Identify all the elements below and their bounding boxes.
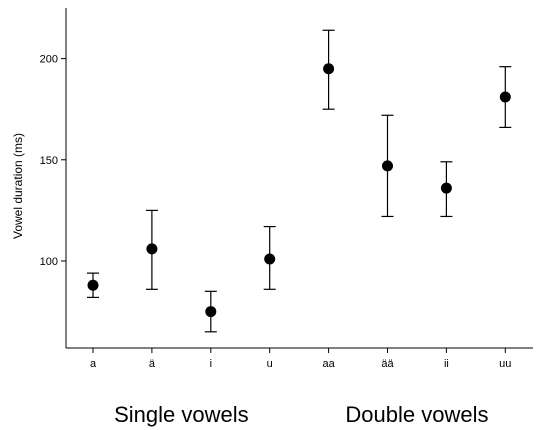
data-point (499, 91, 511, 103)
data-point (146, 243, 158, 255)
data-marks (87, 29, 512, 333)
group-label: Double vowels (345, 402, 488, 427)
data-point (323, 63, 335, 75)
x-tick-label: ii (444, 358, 449, 370)
data-point (87, 279, 99, 291)
group-label: Single vowels (114, 402, 249, 427)
data-point (205, 306, 217, 318)
y-tick-label: 150 (40, 155, 58, 167)
x-tick-label: a (90, 358, 97, 370)
data-point (264, 253, 276, 265)
x-tick-label: ää (381, 358, 394, 370)
group-labels: Single vowels Double vowels (114, 402, 488, 427)
x-tick-label: ä (149, 358, 156, 370)
data-point (440, 182, 452, 194)
x-tick-label: uu (499, 358, 511, 370)
y-tick-label: 100 (40, 256, 58, 268)
x-tick-label: aa (322, 358, 335, 370)
x-tick-label: i (210, 358, 212, 370)
data-point (382, 160, 393, 172)
x-tick-label: u (267, 358, 273, 370)
axes: 100 150 200 a ä i u aa ää ii uu (40, 8, 533, 370)
y-axis-title: Vowel duration (ms) (11, 133, 25, 239)
y-tick-label: 200 (40, 54, 58, 66)
